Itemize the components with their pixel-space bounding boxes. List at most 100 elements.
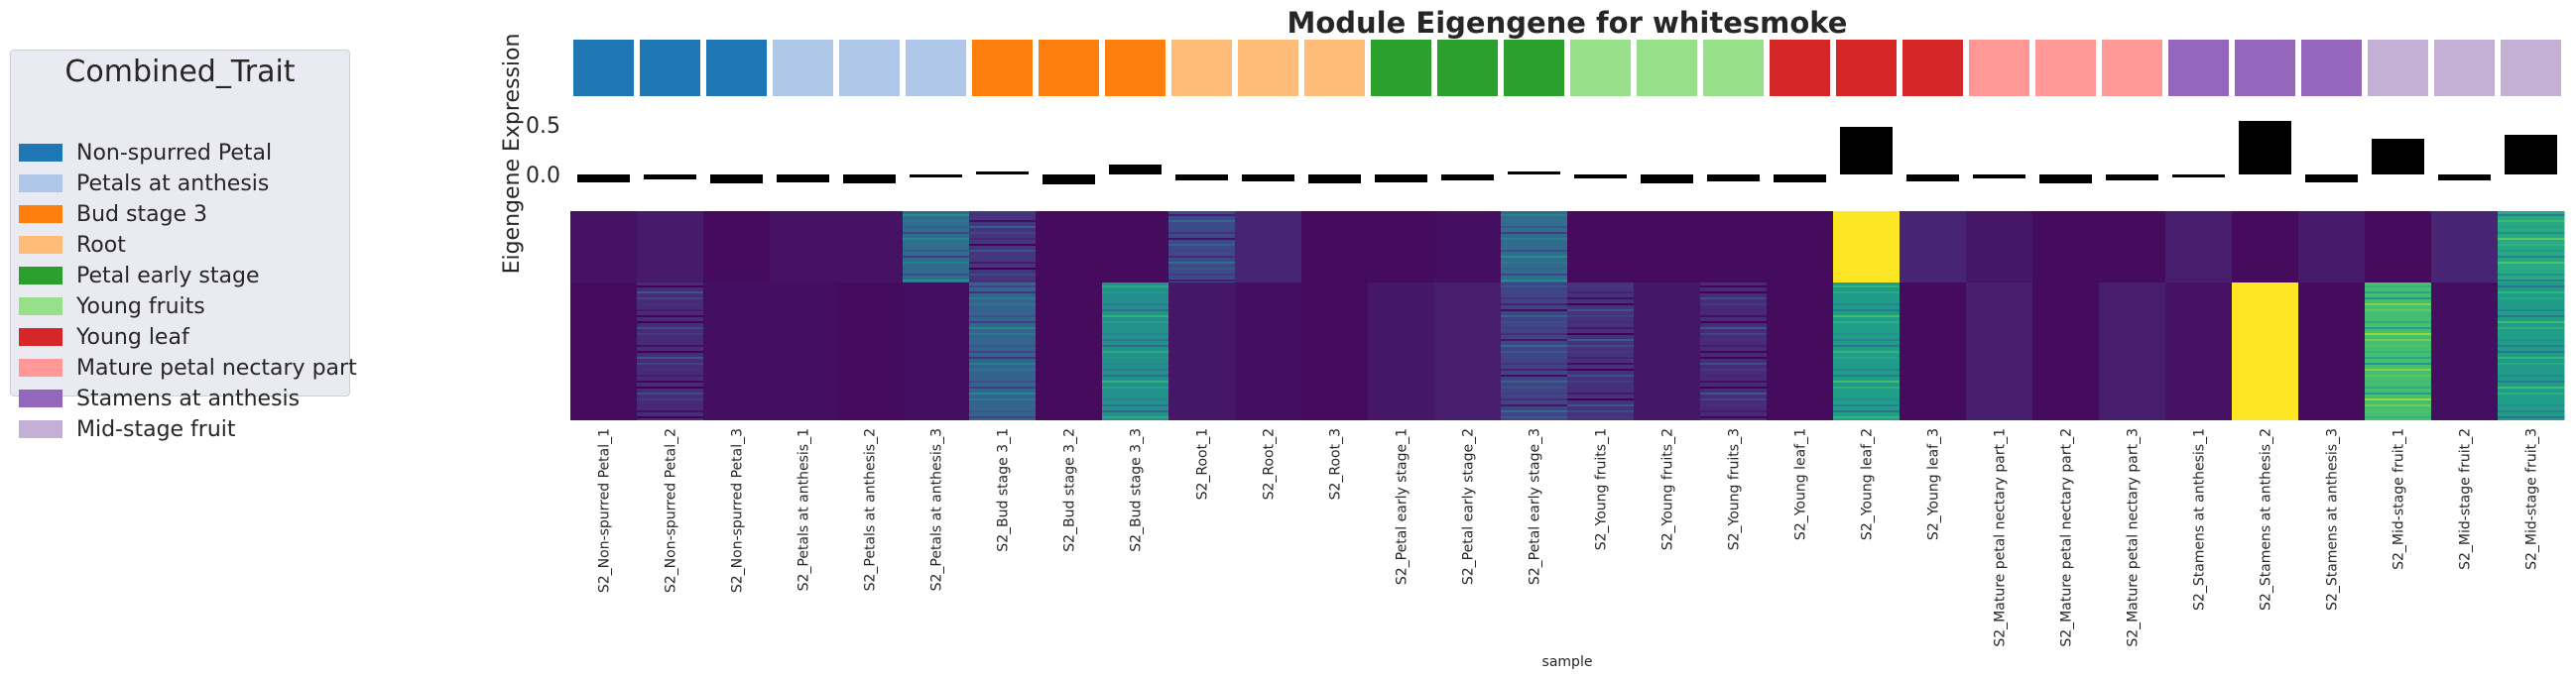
heatmap-texture [1833,363,1901,365]
heatmap-texture [1102,291,1169,293]
heatmap-texture [2498,226,2565,228]
x-tick-label: S2_Stamens at anthesis_2 [2259,428,2274,611]
legend-swatch [19,420,62,438]
heatmap-texture [1102,393,1169,395]
heatmap-texture [1833,387,1901,389]
trait-color-cell [2235,40,2295,96]
heatmap-texture [969,357,1037,359]
heatmap-cell [2032,282,2100,420]
heatmap-texture [1501,309,1568,311]
heatmap-texture [903,280,970,282]
trait-color-cell [1238,40,1298,96]
x-tick-label: S2_Root_1 [1195,428,1211,500]
heatmap-texture [1567,393,1635,395]
heatmap-texture [903,274,970,276]
heatmap-texture [1501,291,1568,293]
heatmap-cell [1966,211,2033,282]
trait-color-cell [773,40,833,96]
heatmap-texture [1501,321,1568,323]
heatmap-cell [1966,282,2033,420]
heatmap-texture [903,226,970,228]
legend-label: Petal early stage [76,263,260,288]
heatmap-texture [969,262,1037,264]
heatmap-texture [1833,333,1901,335]
heatmap-texture [637,381,704,383]
eigengene-bar [2305,174,2358,182]
heatmap-texture [903,262,970,264]
heatmap-texture [969,238,1037,240]
heatmap-texture [2498,238,2565,240]
heatmap-texture [1833,315,1901,317]
legend-label: Mature petal nectary part [76,355,357,381]
heatmap-texture [2498,285,2565,287]
heatmap-texture [1700,363,1768,365]
heatmap-texture [1102,315,1169,317]
heatmap-cell [1235,282,1302,420]
x-tick-label: S2_Bud stage 3_2 [1062,428,1078,552]
heatmap-texture [1567,345,1635,347]
heatmap-texture [1501,363,1568,365]
heatmap-texture [637,333,704,335]
heatmap-texture [2498,315,2565,317]
legend-swatch [19,359,62,377]
eigengene-bar [2505,135,2557,174]
heatmap-cell [2298,211,2366,282]
heatmap-texture [2498,351,2565,353]
heatmap-texture [1501,393,1568,395]
heatmap-texture [1501,410,1568,412]
heatmap-cell [2232,211,2299,282]
heatmap-texture [2498,214,2565,216]
heatmap-cell [637,211,704,282]
heatmap-texture [1501,375,1568,377]
heatmap-texture [2365,285,2432,287]
heatmap-cell [1900,282,1967,420]
heatmap-texture [637,398,704,400]
heatmap-cell [903,211,970,282]
heatmap-texture [1168,214,1236,216]
heatmap-texture [2365,321,2432,323]
heatmap-cell [2165,282,2233,420]
trait-color-cell [1703,40,1764,96]
heatmap-texture [1700,303,1768,305]
trait-color-cell [1371,40,1431,96]
heatmap-texture [2365,416,2432,418]
heatmap-texture [1501,232,1568,234]
heatmap-texture [969,375,1037,377]
heatmap-texture [637,393,704,395]
heatmap-texture [1567,410,1635,412]
legend-label: Young leaf [76,324,189,350]
x-tick-label: S2_Petals at anthesis_2 [863,428,879,591]
heatmap-texture [2498,297,2565,299]
heatmap-texture [1102,404,1169,406]
trait-color-cell [1836,40,1897,96]
x-tick-label: S2_Petal early stage_2 [1461,428,1477,585]
eigengene-bar [1508,171,1560,174]
heatmap-cell [1036,211,1103,282]
heatmap-cell [836,211,904,282]
x-tick-label: S2_Petal early stage_1 [1395,428,1411,585]
heatmap-texture [1168,244,1236,246]
eigengene-bar [1242,174,1294,181]
heatmap-texture [969,404,1037,406]
eigengene-bar [777,174,829,182]
trait-color-cell [1171,40,1232,96]
eigengene-bar [2438,174,2491,180]
legend-label: Bud stage 3 [76,201,208,227]
trait-color-cell [1637,40,1697,96]
heatmap-texture [1700,351,1768,353]
heatmap-texture [1700,410,1768,412]
heatmap-texture [969,274,1037,276]
heatmap-cell [1301,211,1369,282]
heatmap-texture [2498,327,2565,329]
heatmap-texture [1168,220,1236,222]
legend-item: Bud stage 3 [19,199,207,229]
eigengene-bar [1840,127,1893,174]
legend-label: Root [76,232,126,258]
heatmap-cell [570,211,638,282]
heatmap-texture [1567,315,1635,317]
eigengene-bar [1109,165,1162,174]
trait-color-cell [2168,40,2229,96]
trait-color-cell [1969,40,2029,96]
heatmap-texture [1567,363,1635,365]
heatmap-cell [770,211,837,282]
